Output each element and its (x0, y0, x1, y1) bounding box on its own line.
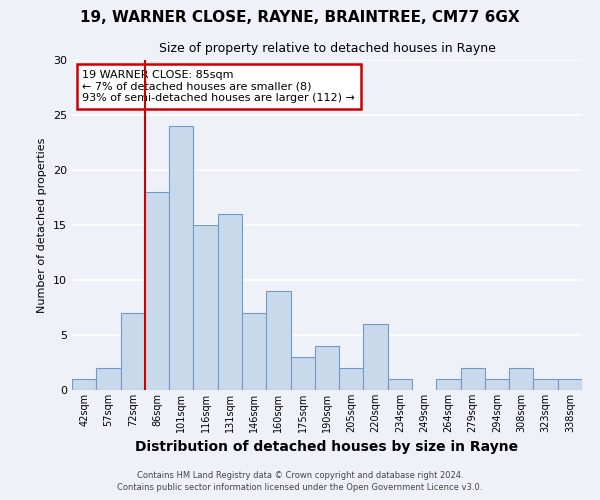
Bar (290, 357, 315, 390)
Bar (315, 346, 339, 390)
Text: 19, WARNER CLOSE, RAYNE, BRAINTREE, CM77 6GX: 19, WARNER CLOSE, RAYNE, BRAINTREE, CM77… (80, 10, 520, 25)
Bar (242, 313, 266, 390)
Bar (558, 379, 582, 390)
Bar (364, 324, 388, 390)
Bar (485, 379, 509, 390)
Bar (388, 379, 412, 390)
Bar (193, 225, 218, 390)
Text: 19 WARNER CLOSE: 85sqm
← 7% of detached houses are smaller (8)
93% of semi-detac: 19 WARNER CLOSE: 85sqm ← 7% of detached … (82, 70, 355, 103)
Bar (533, 379, 558, 390)
Bar (339, 368, 364, 390)
Bar (218, 214, 242, 390)
X-axis label: Distribution of detached houses by size in Rayne: Distribution of detached houses by size … (136, 440, 518, 454)
Y-axis label: Number of detached properties: Number of detached properties (37, 138, 47, 312)
Bar (145, 192, 169, 390)
Bar (461, 368, 485, 390)
Bar (266, 291, 290, 390)
Text: Contains HM Land Registry data © Crown copyright and database right 2024.
Contai: Contains HM Land Registry data © Crown c… (118, 471, 482, 492)
Bar (436, 379, 461, 390)
Bar (72, 379, 96, 390)
Bar (121, 313, 145, 390)
Bar (169, 126, 193, 390)
Bar (509, 368, 533, 390)
Title: Size of property relative to detached houses in Rayne: Size of property relative to detached ho… (158, 42, 496, 54)
Bar (96, 368, 121, 390)
